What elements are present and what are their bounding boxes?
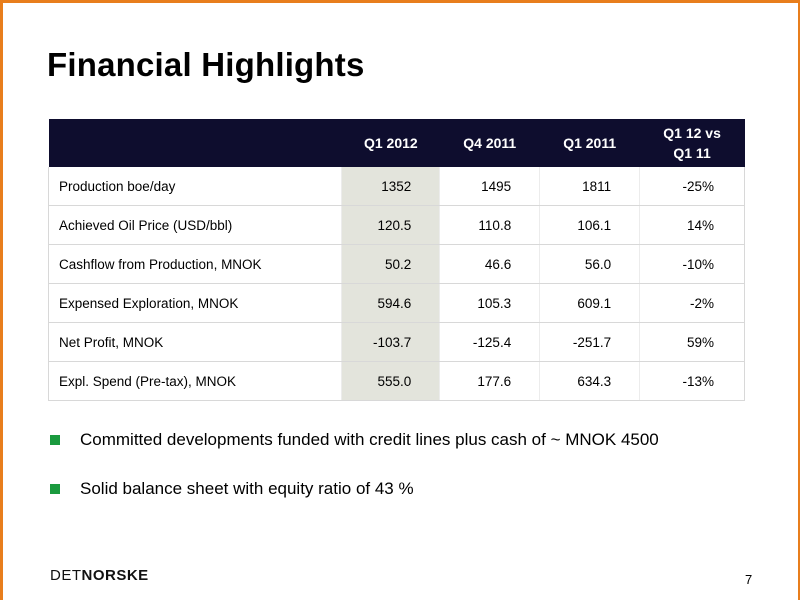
cell-q1-2012: -103.7 bbox=[341, 322, 441, 362]
row-label: Expensed Exploration, MNOK bbox=[47, 283, 343, 323]
cell-q1-2012: 555.0 bbox=[341, 361, 441, 401]
table-row: Achieved Oil Price (USD/bbl) 120.5 110.8… bbox=[47, 205, 745, 245]
cell-q1-2011: 1811 bbox=[539, 167, 641, 206]
bullet-text: Solid balance sheet with equity ratio of… bbox=[80, 479, 414, 498]
bullet-item: Solid balance sheet with equity ratio of… bbox=[50, 477, 770, 501]
cell-change: -13% bbox=[639, 361, 745, 401]
cell-q1-2012: 594.6 bbox=[341, 283, 441, 323]
slide-title: Financial Highlights bbox=[47, 46, 365, 83]
row-label: Expl. Spend (Pre-tax), MNOK bbox=[47, 361, 343, 401]
cell-q4-2011: 1495 bbox=[439, 167, 541, 206]
cell-q1-2011: 609.1 bbox=[539, 283, 641, 323]
financial-highlights-table: Q1 2012 Q4 2011 Q1 2011 Q1 12 vs Q1 11 P… bbox=[47, 119, 745, 401]
square-bullet-icon bbox=[50, 435, 60, 445]
bullet-item: Committed developments funded with credi… bbox=[50, 428, 770, 452]
cell-q4-2011: 105.3 bbox=[439, 283, 541, 323]
table-row: Net Profit, MNOK -103.7 -125.4 -251.7 59… bbox=[47, 322, 745, 362]
cell-q4-2011: -125.4 bbox=[439, 322, 541, 362]
cell-q1-2011: 634.3 bbox=[539, 361, 641, 401]
cell-q1-2012: 50.2 bbox=[341, 244, 441, 284]
bullet-list: Committed developments funded with credi… bbox=[50, 428, 770, 526]
page-number: 7 bbox=[745, 572, 753, 587]
table-row: Expensed Exploration, MNOK 594.6 105.3 6… bbox=[47, 283, 745, 323]
header-q1-2011: Q1 2011 bbox=[539, 119, 640, 167]
row-label: Cashflow from Production, MNOK bbox=[47, 244, 343, 284]
row-label: Achieved Oil Price (USD/bbl) bbox=[47, 205, 343, 245]
logo-part-det: DET bbox=[50, 567, 82, 584]
header-change-line1: Q1 12 vs bbox=[663, 125, 721, 141]
header-change-line2: Q1 11 bbox=[673, 145, 711, 161]
cell-change: -10% bbox=[639, 244, 745, 284]
cell-q1-2011: 106.1 bbox=[539, 205, 641, 245]
cell-change: -25% bbox=[639, 167, 745, 206]
table-row: Cashflow from Production, MNOK 50.2 46.6… bbox=[47, 244, 745, 284]
bullet-text: Committed developments funded with credi… bbox=[80, 430, 659, 449]
header-q4-2011: Q4 2011 bbox=[439, 119, 540, 167]
cell-q4-2011: 110.8 bbox=[439, 205, 541, 245]
cell-q4-2011: 177.6 bbox=[439, 361, 541, 401]
cell-change: -2% bbox=[639, 283, 745, 323]
header-q1-2012: Q1 2012 bbox=[341, 119, 440, 167]
table-row: Expl. Spend (Pre-tax), MNOK 555.0 177.6 … bbox=[47, 361, 745, 401]
logo-part-norske: NORSKE bbox=[81, 567, 149, 584]
table-header-row: Q1 2012 Q4 2011 Q1 2011 Q1 12 vs Q1 11 bbox=[48, 119, 745, 167]
cell-q1-2012: 120.5 bbox=[341, 205, 441, 245]
square-bullet-icon bbox=[50, 484, 60, 494]
company-logo: DETNORSKE bbox=[50, 567, 149, 584]
cell-change: 14% bbox=[639, 205, 745, 245]
table-row: Production boe/day 1352 1495 1811 -25% bbox=[47, 167, 745, 206]
cell-q4-2011: 46.6 bbox=[439, 244, 541, 284]
row-label: Production boe/day bbox=[47, 167, 343, 206]
cell-q1-2011: -251.7 bbox=[539, 322, 641, 362]
cell-q1-2011: 56.0 bbox=[539, 244, 641, 284]
header-label-column bbox=[48, 119, 342, 167]
header-change: Q1 12 vs Q1 11 bbox=[639, 119, 745, 167]
row-label: Net Profit, MNOK bbox=[47, 322, 343, 362]
cell-q1-2012: 1352 bbox=[341, 167, 441, 206]
cell-change: 59% bbox=[639, 322, 745, 362]
